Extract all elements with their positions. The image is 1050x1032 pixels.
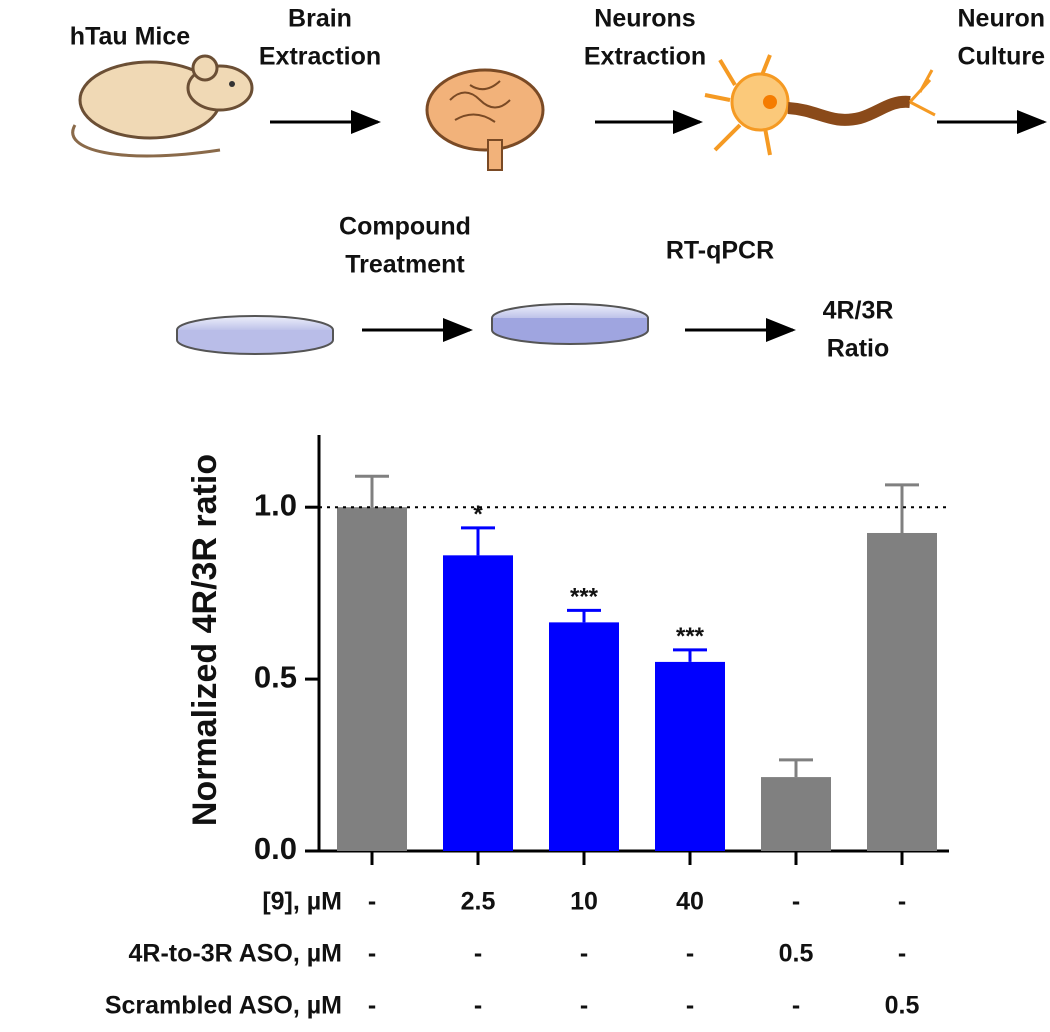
condition-cell: -: [686, 940, 694, 968]
error-bar: [461, 526, 495, 556]
condition-cell: -: [368, 888, 376, 916]
condition-label: Scrambled ASO, µM: [105, 992, 342, 1020]
step-label: Neurons: [594, 5, 695, 33]
condition-cell: -: [686, 992, 694, 1020]
bar: [337, 507, 407, 851]
condition-cell: 0.5: [779, 940, 814, 968]
step-label: Treatment: [345, 251, 465, 279]
error-bar: [779, 758, 813, 778]
step-label: Brain: [288, 5, 352, 33]
condition-cell: 10: [570, 888, 598, 916]
condition-cell: 0.5: [885, 992, 920, 1020]
condition-cell: -: [580, 940, 588, 968]
condition-cell: -: [792, 888, 800, 916]
condition-cell: -: [898, 888, 906, 916]
error-bar: [885, 483, 919, 533]
bar: [867, 532, 937, 851]
y-tick-label: 0.5: [254, 659, 297, 694]
neuron-icon: [704, 54, 936, 156]
step-label: Extraction: [584, 43, 706, 71]
step-label: hTau Mice: [70, 23, 190, 51]
significance-label: ***: [570, 584, 599, 611]
step-label: 4R/3R: [823, 297, 894, 325]
condition-cell: -: [368, 992, 376, 1020]
condition-cell: 40: [676, 888, 704, 916]
bar: [549, 622, 619, 851]
mouse-icon: [71, 54, 254, 158]
y-tick-label: 0.0: [254, 831, 297, 866]
condition-cell: -: [898, 940, 906, 968]
significance-label: *: [473, 501, 483, 528]
condition-label: [9], µM: [262, 888, 342, 916]
y-tick-label: 1.0: [254, 487, 297, 522]
condition-cell: -: [474, 992, 482, 1020]
step-label: Neuron: [958, 5, 1046, 33]
error-bar: [355, 474, 389, 508]
step-label: Culture: [958, 43, 1046, 71]
condition-cell: -: [474, 940, 482, 968]
condition-label: 4R-to-3R ASO, µM: [129, 940, 342, 968]
dish-icon: [176, 303, 649, 355]
error-bar: [567, 608, 601, 623]
bar: [761, 777, 831, 851]
significance-label: ***: [676, 623, 705, 650]
step-label: Compound: [339, 213, 471, 241]
y-axis-label: Normalized 4R/3R ratio: [186, 454, 224, 826]
error-bar: [673, 648, 707, 662]
bar: [443, 555, 513, 851]
bar: [655, 661, 725, 851]
step-label: RT-qPCR: [666, 237, 774, 265]
condition-cell: -: [792, 992, 800, 1020]
condition-cell: -: [580, 992, 588, 1020]
condition-cell: 2.5: [461, 888, 496, 916]
step-label: Extraction: [259, 43, 381, 71]
step-label: Ratio: [827, 335, 890, 363]
condition-cell: -: [368, 940, 376, 968]
brain-icon: [425, 68, 545, 171]
